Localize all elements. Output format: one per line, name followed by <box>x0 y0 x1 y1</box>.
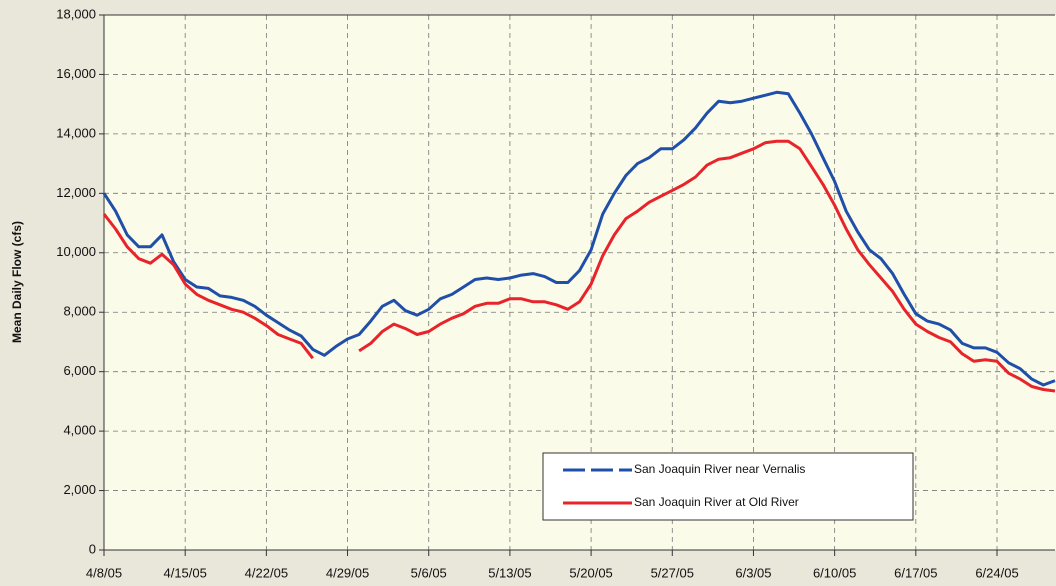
x-tick-label: 5/27/05 <box>651 565 694 580</box>
x-tick-label: 6/24/05 <box>975 565 1018 580</box>
series-line <box>102 90 1056 387</box>
x-tick-label: 6/3/05 <box>735 565 771 580</box>
legend-label: San Joaquin River at Old River <box>634 495 799 509</box>
legend: San Joaquin River near Vernalis San Joaqu… <box>542 452 914 521</box>
x-tick-label: 4/8/05 <box>86 565 122 580</box>
y-tick-label: 12,000 <box>56 185 96 200</box>
y-tick-label: 6,000 <box>63 363 96 378</box>
series-line <box>358 139 1056 393</box>
x-tick-label: 6/17/05 <box>894 565 937 580</box>
legend-label: San Joaquin River near Vernalis <box>634 462 805 476</box>
y-tick-label: 4,000 <box>63 423 96 438</box>
y-tick-label: 14,000 <box>56 125 96 140</box>
y-tick-label: 16,000 <box>56 66 96 81</box>
legend-box <box>542 452 914 521</box>
series-line <box>102 213 314 360</box>
y-tick-label: 2,000 <box>63 482 96 497</box>
y-tick-label: 8,000 <box>63 304 96 319</box>
x-tick-label: 4/29/05 <box>326 565 369 580</box>
x-tick-label: 4/15/05 <box>163 565 206 580</box>
x-tick-label: 5/13/05 <box>488 565 531 580</box>
y-axis-label: Mean Daily Flow (cfs) <box>10 221 24 343</box>
x-tick-label: 5/6/05 <box>411 565 447 580</box>
x-tick-label: 4/22/05 <box>245 565 288 580</box>
y-tick-label: 0 <box>89 541 96 556</box>
x-tick-label: 5/20/05 <box>569 565 612 580</box>
y-tick-label: 18,000 <box>56 6 96 21</box>
x-tick-label: 6/10/05 <box>813 565 856 580</box>
y-tick-label: 10,000 <box>56 244 96 259</box>
